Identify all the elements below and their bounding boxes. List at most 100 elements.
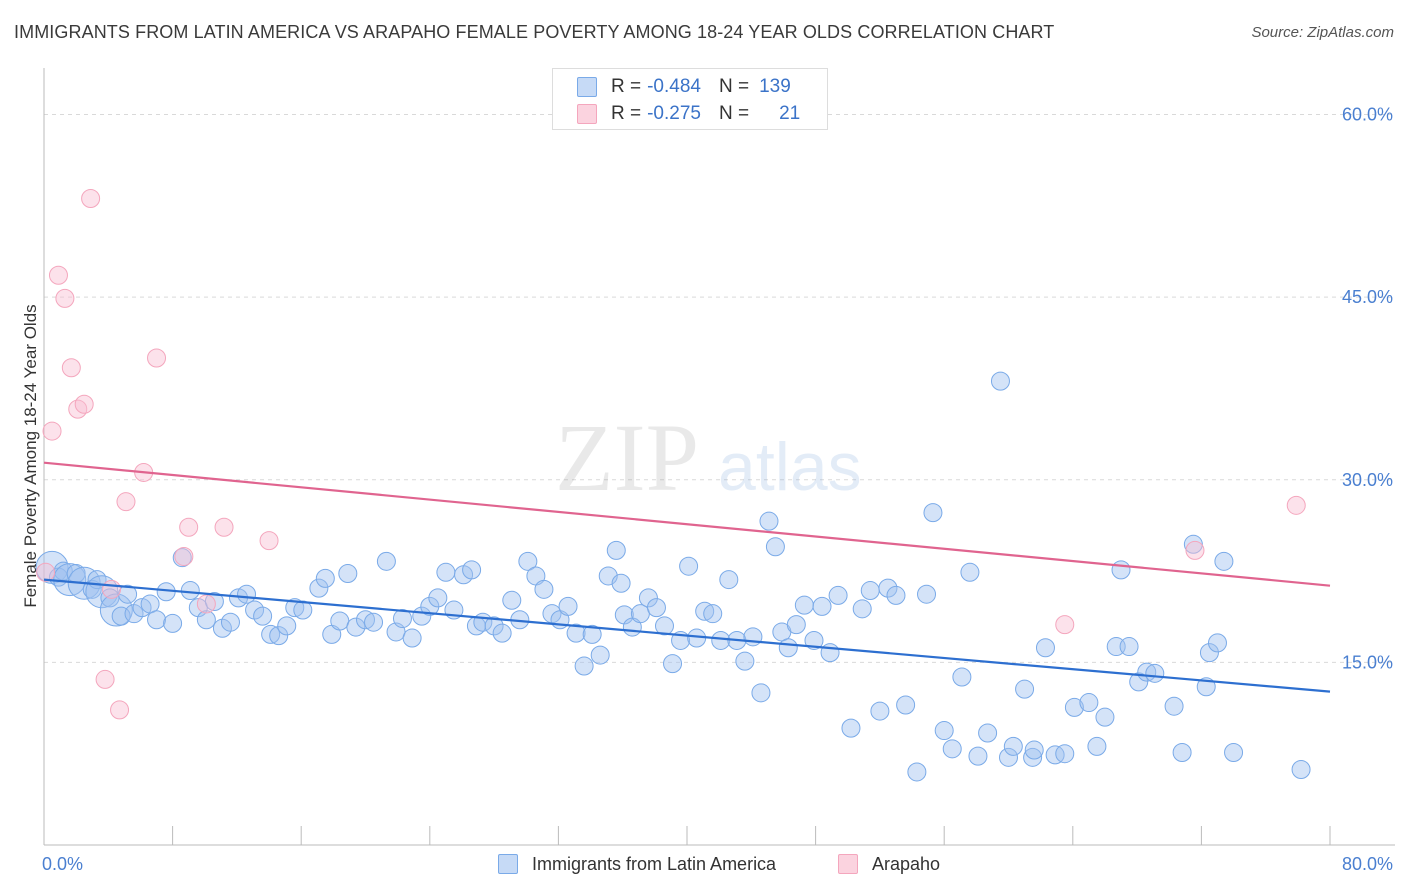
data-point (1003, 736, 1023, 756)
data-point (261, 624, 281, 644)
tick-labels: 15.0% 30.0% 45.0% 60.0% 0.0% 80.0% (42, 105, 1393, 874)
data-point (574, 656, 594, 676)
data-point (259, 531, 279, 551)
trend-line-0 (43, 578, 1331, 693)
data-point (942, 739, 962, 759)
data-point (338, 564, 358, 584)
data-point (214, 517, 234, 537)
data-point (74, 394, 94, 414)
data-point (147, 610, 167, 630)
data-point (534, 579, 554, 599)
legend-r-label: R = (611, 103, 642, 124)
data-point (1199, 643, 1219, 663)
data-point (978, 723, 998, 743)
data-point (163, 613, 183, 633)
data-point (794, 595, 814, 615)
bottom-legend-label-immigrants: Immigrants from Latin America (532, 853, 777, 874)
data-point (81, 189, 101, 209)
data-point (765, 537, 785, 557)
data-point (61, 358, 81, 378)
legend-box: R = -0.484 N = 139 R = -0.275 N = 21 (552, 68, 828, 130)
x-tick-label: 0.0% (42, 854, 83, 874)
data-point (828, 585, 848, 605)
series-arapaho (36, 189, 1306, 720)
data-point (886, 585, 906, 605)
data-point (147, 348, 167, 368)
data-point (852, 599, 872, 619)
bottom-legend-immigrants: Immigrants from Latin America (498, 852, 776, 876)
data-point (392, 609, 412, 629)
data-point (68, 399, 88, 419)
legend-row-arapaho: R = -0.275 N = 21 (577, 102, 800, 126)
data-point (1172, 742, 1192, 762)
data-point (48, 265, 68, 285)
data-point (502, 590, 522, 610)
data-point (253, 606, 273, 626)
legend-swatch-immigrants (577, 77, 597, 97)
data-point (590, 645, 610, 665)
data-point (428, 588, 448, 608)
data-point (1023, 747, 1043, 767)
legend-n-label: N = (718, 103, 750, 124)
legend-n-value: 21 (779, 103, 801, 124)
data-point (923, 503, 943, 523)
data-point (95, 669, 115, 689)
data-point (1079, 693, 1099, 713)
bottom-legend-label-arapaho: Arapaho (872, 853, 941, 874)
data-point (1064, 697, 1084, 717)
data-point (1185, 540, 1205, 560)
data-point (180, 581, 200, 601)
bottom-legend-swatch-arapaho (838, 854, 858, 874)
axes (43, 68, 1395, 846)
data-point (376, 551, 396, 571)
data-point (462, 560, 482, 580)
legend-swatch-arapaho (577, 104, 597, 124)
data-point (711, 630, 731, 650)
data-point (558, 596, 578, 616)
data-point (917, 584, 937, 604)
x-tick-label: 80.0% (1342, 854, 1393, 874)
data-point (436, 562, 456, 582)
data-point (55, 288, 75, 308)
data-point (1291, 760, 1311, 780)
data-point (952, 667, 972, 687)
data-point (204, 592, 224, 612)
data-point (743, 627, 763, 647)
data-point (778, 638, 798, 658)
data-point (116, 492, 136, 512)
chart-title: IMMIGRANTS FROM LATIN AMERICA VS ARAPAHO… (14, 22, 1055, 42)
data-point (237, 584, 257, 604)
data-point (611, 573, 631, 593)
legend-n-value: 139 (759, 76, 791, 97)
data-point (695, 601, 715, 621)
data-point (1207, 633, 1227, 653)
y-tick-label: 45.0% (1342, 287, 1393, 307)
series-immigrants (35, 371, 1311, 782)
data-point (179, 517, 199, 537)
data-point (759, 511, 779, 531)
data-point (172, 548, 192, 568)
data-point (330, 611, 350, 631)
data-point (346, 617, 366, 637)
data-point (841, 718, 861, 738)
data-point (820, 643, 840, 663)
data-point (1111, 560, 1131, 580)
data-point (990, 371, 1010, 391)
data-point (1119, 637, 1139, 657)
data-point (315, 568, 335, 588)
y-tick-label: 60.0% (1342, 105, 1393, 125)
data-point (896, 695, 916, 715)
data-point (196, 594, 216, 614)
data-point (934, 721, 954, 741)
bottom-legend-arapaho: Arapaho (838, 852, 940, 876)
y-tick-label: 15.0% (1342, 652, 1393, 672)
data-point (1045, 745, 1065, 765)
chart-source: Source: ZipAtlas.com (1251, 24, 1394, 41)
data-point (1055, 744, 1075, 764)
data-point (582, 624, 602, 644)
data-point (518, 551, 538, 571)
data-point (492, 623, 512, 643)
data-point (36, 562, 56, 582)
data-point (484, 616, 504, 636)
legend-row-immigrants: R = -0.484 N = 139 (577, 75, 791, 99)
